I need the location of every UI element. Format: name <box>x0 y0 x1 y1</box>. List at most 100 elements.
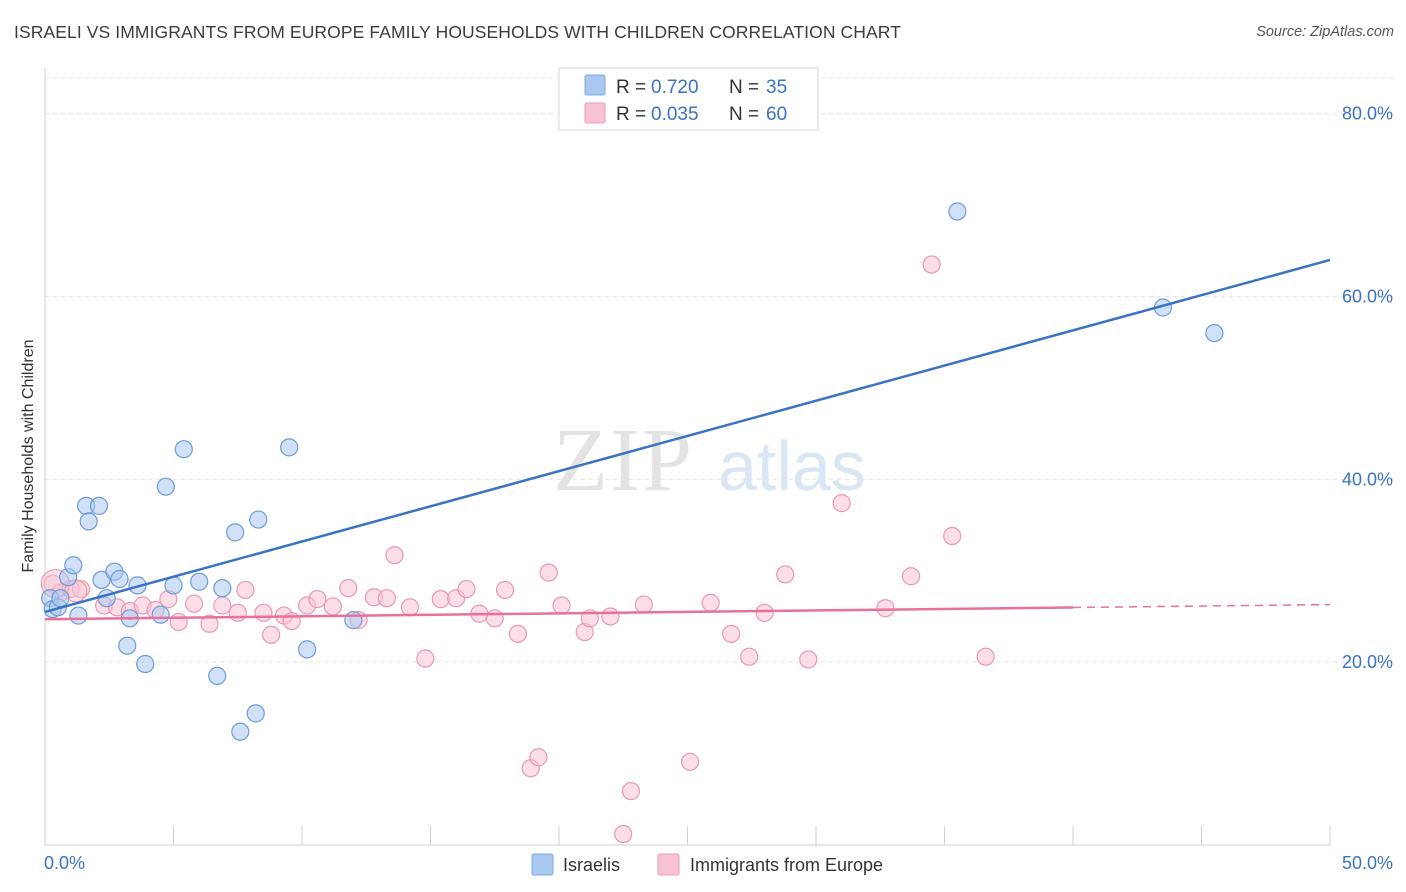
point-immigrants <box>680 752 700 771</box>
legend-n-label-israelis: N = <box>729 77 759 98</box>
point-immigrants <box>200 614 219 633</box>
trend-line-immigrants <box>44 606 1074 621</box>
watermark: ZIP atlas <box>553 411 866 510</box>
point-immigrants <box>601 607 620 626</box>
point-israelis <box>64 556 83 575</box>
bottom-legend: Israelis Immigrants from Europe <box>531 853 883 876</box>
point-immigrants <box>755 603 774 622</box>
legend-r-label-israelis: R = <box>616 77 646 98</box>
point-immigrants <box>236 580 255 600</box>
bottom-legend-swatch-immigrants <box>657 853 680 876</box>
point-immigrants <box>621 781 641 801</box>
watermark-zip: ZIP <box>553 411 694 510</box>
point-israelis <box>231 722 250 741</box>
y-tick-label: 60.0% <box>1342 287 1393 307</box>
point-immigrants <box>228 603 247 622</box>
point-immigrants <box>634 595 653 614</box>
legend-box: R = 0.720 N = 35 R = 0.035 N = 60 <box>558 67 819 131</box>
point-israelis <box>298 640 317 659</box>
point-immigrants <box>308 590 327 609</box>
point-israelis <box>948 202 967 221</box>
point-israelis <box>208 666 227 685</box>
point-israelis <box>174 440 193 459</box>
point-immigrants <box>431 590 450 609</box>
bottom-legend-swatch-israelis <box>531 853 554 876</box>
trend-lines <box>44 258 1331 621</box>
grid-lines <box>45 77 1393 663</box>
point-immigrants <box>799 650 818 669</box>
point-israelis <box>92 570 111 590</box>
x-tick-label-min: 0.0% <box>44 853 85 873</box>
point-immigrants <box>339 579 358 598</box>
point-immigrants <box>776 565 795 584</box>
point-israelis <box>151 605 170 624</box>
point-israelis <box>69 606 88 625</box>
point-israelis <box>226 523 245 542</box>
point-israelis <box>249 510 268 529</box>
point-israelis <box>280 438 299 457</box>
x-ticks <box>44 826 1331 845</box>
point-immigrants <box>400 598 420 617</box>
point-israelis <box>51 589 70 608</box>
point-immigrants <box>529 748 548 767</box>
point-israelis <box>110 569 129 589</box>
point-immigrants <box>552 596 571 615</box>
point-israelis <box>1205 323 1224 343</box>
y-axis-title: Family Households with Children <box>20 340 37 573</box>
trend-line-israelis <box>44 258 1331 614</box>
point-immigrants <box>457 579 476 599</box>
point-immigrants <box>943 526 962 546</box>
point-immigrants <box>722 624 741 643</box>
legend-n-value-immigrants: 60 <box>766 104 787 125</box>
chart-title: ISRAELI VS IMMIGRANTS FROM EUROPE FAMILY… <box>14 22 901 42</box>
legend-swatch-israelis <box>584 74 606 96</box>
point-immigrants <box>385 546 404 565</box>
point-israelis <box>136 654 155 674</box>
point-immigrants <box>485 609 504 628</box>
legend-n-value-israelis: 35 <box>766 77 787 98</box>
point-israelis <box>213 579 232 598</box>
point-israelis <box>344 611 363 630</box>
point-immigrants <box>701 593 720 612</box>
watermark-atlas: atlas <box>718 427 866 505</box>
point-immigrants <box>876 599 895 618</box>
point-immigrants <box>213 596 232 615</box>
x-tick-label-max: 50.0% <box>1342 853 1393 873</box>
bottom-legend-label-immigrants: Immigrants from Europe <box>690 855 883 875</box>
trend-line-immigrants-extension <box>1072 603 1331 609</box>
chart-source: Source: ZipAtlas.com <box>1256 24 1394 40</box>
point-immigrants <box>184 594 204 613</box>
point-israelis <box>190 572 209 591</box>
bottom-legend-label-israelis: Israelis <box>563 855 620 875</box>
legend-swatch-immigrants <box>584 102 606 124</box>
point-israelis <box>89 496 109 515</box>
point-immigrants <box>495 580 515 600</box>
legend-n-label-immigrants: N = <box>729 104 759 125</box>
legend-r-label-immigrants: R = <box>616 104 646 125</box>
y-tick-label: 40.0% <box>1342 469 1393 489</box>
point-immigrants <box>169 612 188 632</box>
point-immigrants <box>976 647 995 666</box>
point-israelis <box>118 636 137 655</box>
point-immigrants <box>539 563 558 582</box>
point-immigrants <box>614 824 633 844</box>
point-immigrants <box>508 624 527 643</box>
point-israelis <box>156 477 175 496</box>
legend-r-value-immigrants: 0.035 <box>651 104 699 125</box>
point-immigrants <box>262 625 281 644</box>
point-immigrants <box>377 589 396 608</box>
point-israelis <box>246 704 265 723</box>
y-tick-label: 80.0% <box>1342 104 1393 124</box>
point-immigrants <box>922 255 941 274</box>
point-immigrants <box>254 603 273 622</box>
series-immigrants-points <box>40 255 995 844</box>
series-israelis-points <box>41 202 1224 741</box>
point-israelis <box>79 512 98 531</box>
point-immigrants <box>416 649 435 668</box>
point-immigrants <box>832 494 851 513</box>
legend-r-value-israelis: 0.720 <box>651 77 699 98</box>
y-tick-labels: 20.0% 40.0% 60.0% 80.0% <box>1342 104 1393 672</box>
point-immigrants <box>740 647 759 666</box>
point-immigrants <box>323 597 342 616</box>
